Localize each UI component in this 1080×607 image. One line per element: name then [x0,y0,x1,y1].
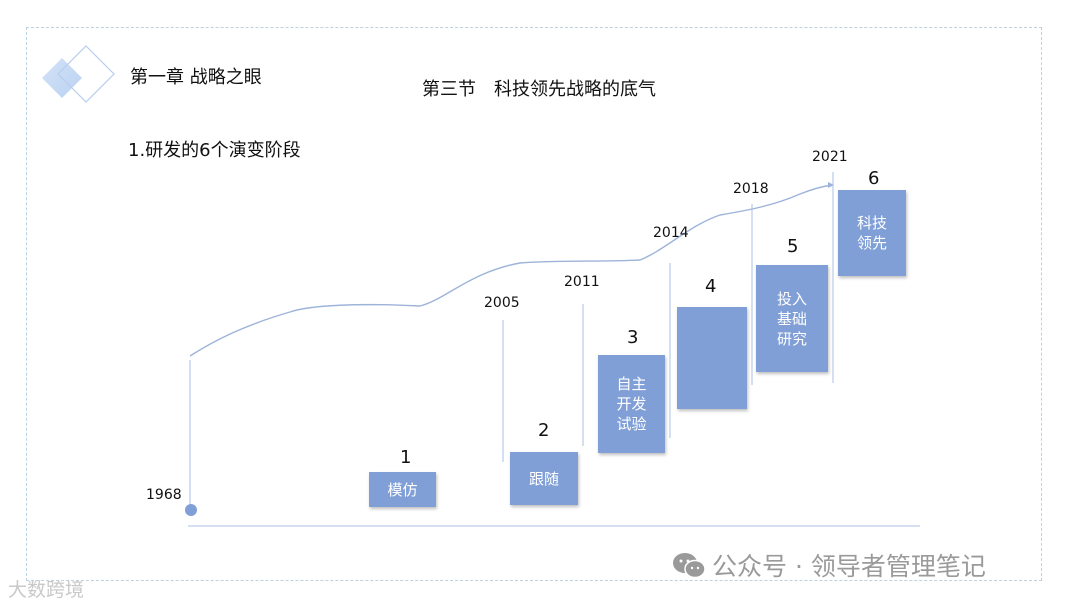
brand-watermark: 大数跨境 [8,579,85,601]
stage-number-3: 3 [627,327,639,348]
stage-box-6: 科技领先 [838,190,906,276]
year-1968: 1968 [146,487,182,503]
stage-box-3: 自主开发试验 [598,355,665,453]
stage-number-6: 6 [868,168,880,189]
watermark: 公众号 · 领导者管理笔记 [672,547,986,583]
year-2011: 2011 [564,274,600,290]
section-title: 第三节 科技领先战略的底气 [422,79,656,100]
year-2014: 2014 [653,225,689,241]
stage-box-5: 投入基础研究 [756,265,828,372]
stage-number-2: 2 [538,420,550,441]
stage-box-4 [677,307,747,409]
stage-box-2: 跟随 [510,452,578,505]
chapter-title: 第一章 战略之眼 [130,67,262,88]
stage-box-1: 模仿 [369,472,436,507]
year-2018: 2018 [733,181,769,197]
wechat-icon [673,553,706,578]
subtitle: 1.研发的6个演变阶段 [128,140,301,161]
stage-number-1: 1 [400,447,412,468]
stage-number-5: 5 [787,236,799,257]
watermark-text: 公众号 · 领导者管理笔记 [712,552,986,581]
year-2021: 2021 [812,149,848,165]
year-2005: 2005 [484,295,520,311]
stage-number-4: 4 [705,276,717,297]
slide-frame [26,27,1042,581]
diamond-logo-icon [42,45,115,103]
